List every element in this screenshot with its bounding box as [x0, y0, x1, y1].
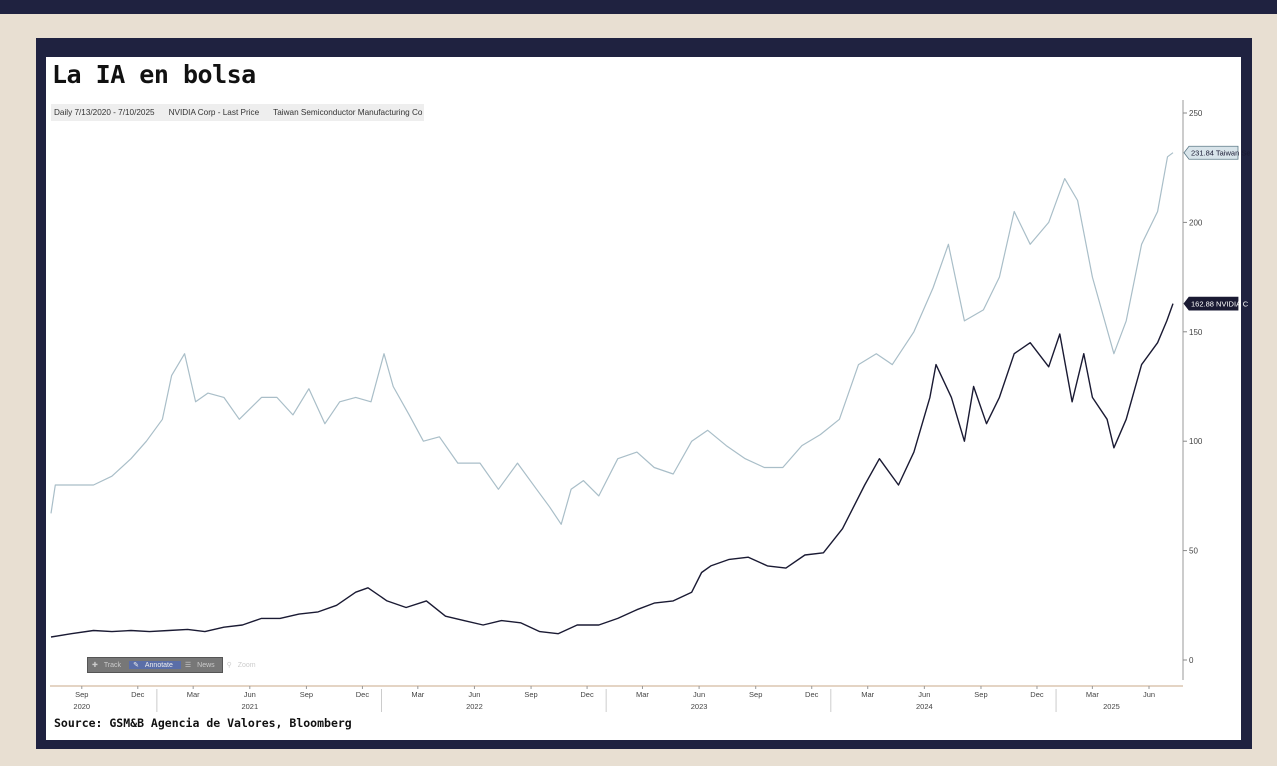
x-tick-label: Mar	[1086, 690, 1099, 699]
y-tick-label: 200	[1189, 218, 1203, 227]
end-label-box-taiwan	[1183, 145, 1239, 160]
legend-date-range: Daily 7/13/2020 - 7/10/2025	[54, 108, 155, 117]
legend-label-taiwan: Taiwan Semiconductor Manufacturing Co Lt…	[273, 108, 424, 117]
x-tick-label: Jun	[918, 690, 930, 699]
legend: Daily 7/13/2020 - 7/10/2025 NVIDIA Corp …	[51, 104, 424, 121]
y-tick-label: 0	[1189, 656, 1194, 665]
x-tick-label: Mar	[636, 690, 649, 699]
x-year-label: 2020	[73, 702, 90, 711]
series-line-nvidia	[50, 303, 1174, 638]
x-tick-label: Sep	[524, 690, 537, 699]
annotate-button[interactable]: ✎ Annotate	[129, 661, 181, 669]
x-tick-label: Sep	[749, 690, 762, 699]
x-tick-label: Dec	[1030, 690, 1044, 699]
x-tick-label: Dec	[580, 690, 594, 699]
news-button[interactable]: ☰ News	[184, 662, 215, 669]
x-tick-label: Mar	[187, 690, 200, 699]
x-tick-label: Mar	[861, 690, 874, 699]
x-tick-label: Mar	[411, 690, 424, 699]
y-tick-label: 50	[1189, 547, 1198, 556]
x-tick-label: Sep	[974, 690, 987, 699]
x-tick-label: Sep	[75, 690, 88, 699]
x-year-label: 2023	[691, 702, 708, 711]
y-tick-label: 150	[1189, 328, 1203, 337]
series-line-taiwan	[50, 152, 1174, 525]
end-label-nvidia: 162.88 NVIDIA C	[1191, 300, 1249, 309]
y-tick-label: 100	[1189, 437, 1203, 446]
x-tick-label: Sep	[300, 690, 313, 699]
source-note: Source: GSM&B Agencia de Valores, Bloomb…	[54, 716, 352, 730]
zoom-button[interactable]: ⚲ Zoom	[226, 662, 256, 669]
x-tick-label: Jun	[1143, 690, 1155, 699]
x-year-label: 2021	[241, 702, 258, 711]
x-tick-label: Dec	[805, 690, 819, 699]
track-button[interactable]: ✚ Track	[92, 662, 122, 669]
end-label-taiwan: 231.84 Taiwan Se	[1191, 149, 1251, 158]
x-year-label: 2025	[1103, 702, 1120, 711]
y-tick-label: 250	[1189, 109, 1203, 118]
chart-panel	[46, 57, 1241, 740]
x-tick-label: Dec	[131, 690, 145, 699]
x-year-label: 2024	[916, 702, 933, 711]
chart-title: La IA en bolsa	[52, 60, 256, 89]
chart-toolbar: ✚ Track ✎ Annotate ☰ News ⚲ Zoom	[87, 657, 256, 673]
end-label-box-nvidia	[1183, 296, 1239, 311]
x-tick-label: Jun	[693, 690, 705, 699]
legend-label-nvidia: NVIDIA Corp - Last Price	[168, 108, 260, 117]
x-year-label: 2022	[466, 702, 483, 711]
x-tick-label: Jun	[468, 690, 480, 699]
x-tick-label: Dec	[356, 690, 370, 699]
x-tick-label: Jun	[244, 690, 256, 699]
